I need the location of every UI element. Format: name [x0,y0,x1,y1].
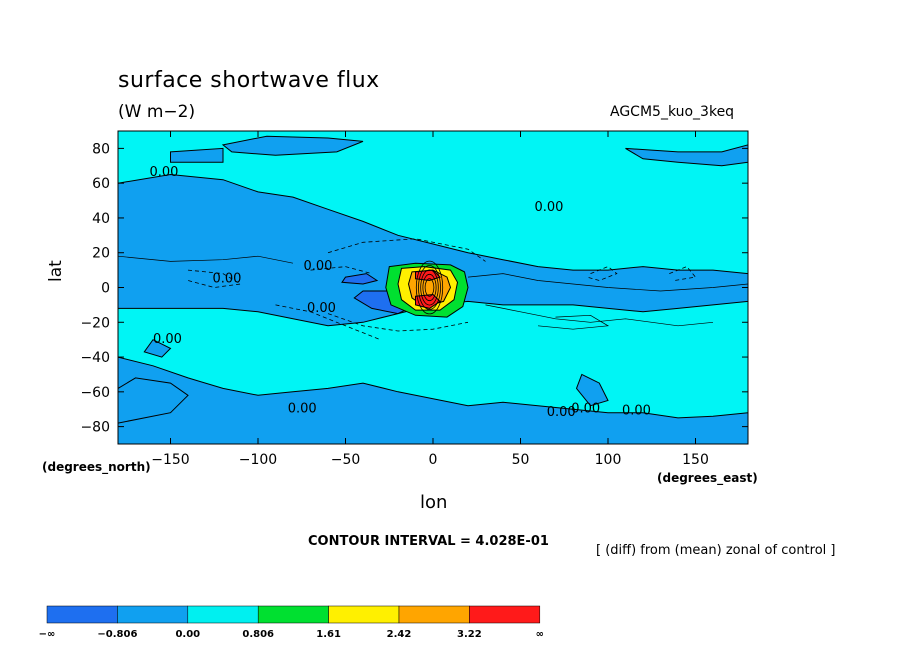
y-tick-label: 80 [92,141,110,157]
dashed-contour-1 [327,313,469,332]
dashed-contour-5 [669,266,697,281]
colorbar-label: 3.22 [457,629,482,640]
dashed-contour-2 [275,304,381,341]
colorbar-swatch [187,605,259,624]
contour-label-3: 0.00 [307,301,336,316]
thin-contour-1 [485,304,714,327]
colorbar-swatch [398,605,470,624]
dashed-contour-3 [310,266,372,274]
colorbar-label: 2.42 [387,629,412,640]
contour-label-8: 0.00 [622,403,651,418]
core-contour-3 [418,265,441,310]
contour-label-4: 0.00 [288,402,317,417]
thin-contour-3 [537,314,610,330]
contour-label-0: 0.00 [150,165,179,180]
contour-label-6: 0.00 [535,200,564,215]
contour-label-2: 0.00 [304,259,333,274]
y-tick-label: 60 [92,176,110,192]
contour-region-negative-4 [625,144,748,167]
chart-title: surface shortwave flux [118,68,380,93]
x-tick-label: −100 [239,452,277,468]
x-tick-label: 150 [682,452,709,468]
colorbar-swatch [117,605,189,624]
colorbar-swatch [257,605,329,624]
y-tick-label: −60 [80,385,110,401]
x-tick-label: 0 [429,452,438,468]
colorbar-swatch [328,605,400,624]
y-tick-label: −40 [80,350,110,366]
colorbar-label: 0.00 [175,629,200,640]
contour-label-5: 0.00 [153,332,182,347]
colorbar-label: ∞ [536,629,544,640]
x-tick-label: −50 [331,452,361,468]
dashed-contour-4 [586,266,618,281]
y-tick-label: 40 [92,211,110,227]
contour-label-1: 0.00 [213,271,242,286]
colorbar-label: 1.61 [316,629,341,640]
contour-region-negative-1 [118,356,748,444]
x-axis-label: lon [420,492,448,513]
contour-region-negative-3 [221,135,364,156]
chart-units: (W m−2) [118,102,196,122]
colorbar-label: 0.806 [242,629,274,640]
y-axis-units: (degrees_north) [42,460,151,474]
contour-interval: CONTOUR INTERVAL = 4.028E-01 [308,534,549,549]
y-tick-label: −80 [80,420,110,436]
core-contour-4 [415,260,444,315]
contour-region-negative-7 [143,339,172,358]
y-tick-label: −20 [80,315,110,331]
colorbar-swatch [46,605,118,624]
contour-region-strong_negative-9 [341,273,379,285]
contour-region-negative-2 [118,377,189,424]
run-name: AGCM5_kuo_3keq [610,104,735,120]
core-contour-1 [422,273,437,302]
colorbar-swatch [469,605,541,624]
core-contour-0 [424,278,435,297]
contour-region-negative-6 [575,373,609,407]
contour-label-7: 0.00 [547,405,576,420]
contour-region-negative-5 [170,147,224,163]
colorbar-label: −0.806 [97,629,137,640]
y-tick-label: 20 [92,246,110,262]
y-tick-label: 0 [101,281,110,297]
colorbar-label: −∞ [39,629,56,640]
x-tick-label: 100 [595,452,622,468]
contour-label-9: 0.00 [571,402,600,417]
x-axis-units: (degrees_east) [657,471,758,485]
thin-contour-0 [467,273,748,292]
dashed-contour-0 [327,238,486,262]
dashed-contour-6 [187,269,242,288]
difference-note: [ (diff) from (mean) zonal of control ] [596,543,836,558]
x-tick-label: 50 [512,452,530,468]
x-tick-label: −150 [151,452,189,468]
contour-region-negative-0 [118,173,748,327]
thin-contour-2 [118,255,294,264]
core-contour-2 [420,269,439,306]
